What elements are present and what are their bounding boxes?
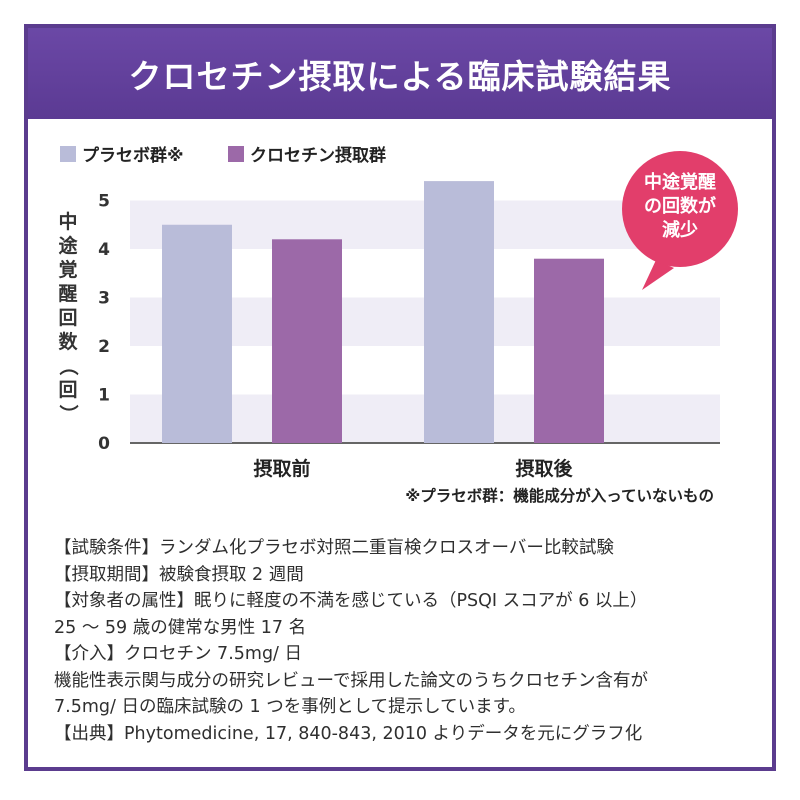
callout-text: の回数が (644, 195, 716, 217)
y-axis-label-char: 数 (58, 330, 78, 353)
title-banner: クロセチン摂取による臨床試験結果 (28, 28, 772, 119)
bar (424, 181, 494, 443)
study-notes: 【試験条件】ランダム化プラセボ対照二重盲検クロスオーバー比較試験 【摂取期間】被… (54, 535, 754, 747)
note-line: 機能性表示関与成分の研究レビューで採用した論文のうちクロセチン含有が (54, 670, 648, 691)
y-tick-label: 5 (98, 192, 110, 212)
y-axis-label-char: 回 (58, 307, 77, 329)
legend-swatch (228, 146, 244, 162)
chart-footnote: ※プラセボ群：機能成分が入っていないもの (405, 486, 714, 505)
callout-tail (642, 260, 674, 290)
bar (272, 239, 342, 443)
x-tick-label: 摂取後 (515, 457, 573, 480)
legend-label: クロセチン摂取群 (250, 145, 386, 166)
note-line: 25 ～ 59 歳の健常な男性 17 名 (54, 617, 307, 638)
y-axis-label-char: 覚 (58, 258, 77, 281)
note-line: 【対象者の属性】眠りに軽度の不満を感じている（PSQI スコアが 6 以上） (54, 591, 648, 611)
bar (534, 258, 604, 443)
note-line: 【試験条件】ランダム化プラセボ対照二重盲検クロスオーバー比較試験 (54, 538, 614, 558)
page-title: クロセチン摂取による臨床試験結果 (128, 56, 672, 96)
y-tick-label: 2 (98, 337, 110, 357)
y-axis-label-char: （ (57, 356, 80, 375)
callout-bubble (622, 151, 738, 267)
note-line: 【介入】クロセチン 7.5mg/ 日 (54, 644, 303, 664)
x-tick-label: 摂取前 (253, 457, 310, 480)
y-axis-label-char: 回 (58, 379, 77, 401)
bar (162, 224, 232, 443)
legend-label: プラセボ群※ (82, 145, 184, 166)
y-tick-label: 1 (98, 386, 110, 406)
y-axis-label-char: ） (57, 404, 80, 423)
y-tick-label: 3 (98, 289, 110, 309)
infographic-frame: クロセチン摂取による臨床試験結果 0 1 2 3 4 5 中途覚醒回数（回）摂取前 摂取後 ※プ… (24, 24, 776, 771)
callout-text: 中途覚醒 (644, 171, 716, 193)
callout-text: 減少 (662, 219, 698, 241)
note-line: 【摂取期間】被験食摂取 2 週間 (54, 564, 304, 585)
y-axis-label-char: 途 (58, 234, 78, 257)
note-line: 【出典】Phytomedicine, 17, 840-843, 2010 よりデ… (54, 723, 643, 744)
y-axis-label-char: 中 (58, 210, 77, 233)
legend-swatch (60, 146, 76, 162)
y-tick-label: 4 (98, 240, 110, 260)
y-tick-label: 0 (98, 434, 110, 454)
note-line: 7.5mg/ 日の臨床試験の 1 つを事例として提示しています。 (54, 697, 526, 717)
y-axis-label-char: 醒 (58, 283, 77, 305)
